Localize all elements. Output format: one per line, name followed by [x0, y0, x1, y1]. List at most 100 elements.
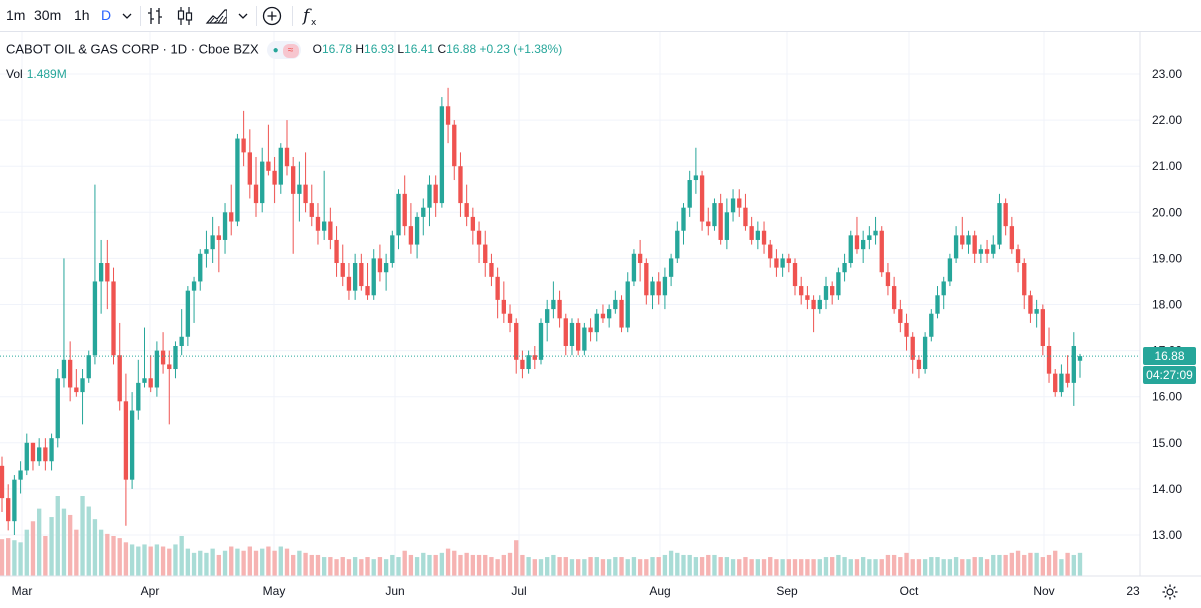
bar-countdown-label: 04:27:09	[1143, 366, 1196, 385]
candle-body	[49, 438, 54, 462]
candle-body	[489, 263, 494, 277]
candle-body	[185, 290, 191, 337]
area-chart-icon[interactable]	[205, 5, 227, 27]
volume-bar	[421, 552, 426, 576]
gear-icon[interactable]	[1161, 583, 1179, 601]
volume-bar	[743, 557, 748, 576]
candle-body	[916, 359, 922, 370]
volume-bar	[625, 559, 630, 576]
candle-body	[315, 216, 321, 231]
volume-bar	[185, 548, 191, 576]
candlestick-series	[0, 87, 1083, 535]
volume-bar	[1003, 554, 1008, 576]
volume-bar	[972, 557, 977, 576]
volume-bar	[198, 550, 203, 576]
candle-body	[997, 203, 1002, 245]
volume-bar	[644, 559, 649, 576]
volume-bar	[600, 559, 606, 576]
candle-body	[352, 263, 358, 291]
volume-bar	[210, 548, 215, 576]
volume-bar	[799, 559, 804, 576]
volume-value: 1.489M	[26, 67, 67, 81]
interval-d[interactable]: D	[101, 7, 112, 23]
candle-body	[229, 212, 234, 222]
candle-body	[588, 327, 593, 333]
candle-body	[43, 447, 48, 462]
candle-body	[625, 281, 630, 328]
fx-icon[interactable]: f x	[300, 5, 322, 27]
candle-body	[805, 295, 810, 300]
svg-text:f: f	[301, 6, 312, 26]
candle-body	[235, 138, 240, 222]
candlestick-icon[interactable]	[174, 5, 196, 27]
candle-body	[576, 322, 581, 351]
volume-bar	[74, 529, 79, 576]
candle-body	[247, 152, 252, 185]
add-indicator-icon[interactable]	[261, 5, 283, 27]
volume-bar	[910, 559, 915, 576]
volume-bar	[222, 550, 228, 576]
volume-bar	[501, 554, 506, 576]
candle-body	[972, 235, 977, 254]
volume-bar	[532, 559, 537, 576]
interval-1m[interactable]: 1m	[6, 7, 26, 23]
bar-chart-icon[interactable]	[145, 5, 167, 27]
interval-1h[interactable]: 1h	[74, 7, 90, 23]
volume-bar	[154, 544, 160, 576]
volume-bar	[160, 546, 166, 576]
volume-bar	[483, 554, 488, 576]
candle-body	[98, 263, 104, 282]
market-status-pill[interactable]: ● ≈	[266, 41, 301, 59]
interval-30m[interactable]: 30m	[34, 7, 62, 23]
volume-bar	[396, 557, 401, 576]
symbol-title[interactable]: CABOT OIL & GAS CORP · 1D · Cboe BZX	[6, 41, 259, 57]
candle-body	[600, 313, 606, 319]
candle-body	[1015, 249, 1021, 264]
volume-bar	[18, 542, 23, 576]
volume-bar	[489, 557, 494, 576]
candle-body	[991, 244, 996, 254]
price-chart[interactable]: 13.0014.0015.0016.0017.0018.0019.0020.00…	[0, 32, 1201, 608]
candle-body	[668, 258, 674, 277]
volume-bar	[346, 559, 352, 576]
volume-bar	[92, 519, 98, 576]
volume-bar	[328, 557, 333, 576]
candle-body	[786, 258, 791, 264]
candle-body	[359, 263, 364, 287]
volume-bar	[637, 559, 643, 576]
price-tick-label: 21.00	[1152, 159, 1182, 173]
volume-bar	[191, 552, 197, 576]
candle-body	[699, 175, 705, 222]
volume-bar	[390, 554, 395, 576]
chevron-down-icon[interactable]	[117, 6, 139, 28]
candle-body	[706, 221, 711, 227]
volume-bar	[123, 542, 129, 576]
candle-body	[526, 355, 531, 370]
volume-bar	[179, 536, 184, 576]
candle-body	[978, 249, 984, 254]
volume-bar	[67, 514, 73, 576]
candle-body	[860, 239, 866, 250]
volume-bar	[991, 554, 996, 576]
volume-bar	[526, 557, 531, 576]
candle-body	[179, 336, 184, 346]
candle-body	[210, 235, 215, 250]
chevron-down-icon[interactable]	[233, 6, 255, 28]
volume-bar	[693, 557, 699, 576]
volume-bar	[445, 548, 451, 576]
candle-body	[1034, 309, 1039, 314]
toolbar-divider	[140, 6, 141, 26]
volume-bar	[105, 533, 110, 576]
volume-bar	[272, 550, 277, 576]
candle-body	[80, 378, 85, 393]
candle-body	[613, 299, 618, 310]
candle-body	[898, 309, 903, 323]
candle-body	[873, 230, 878, 236]
candle-body	[569, 322, 575, 346]
volume-bar	[724, 557, 730, 576]
candle-body	[761, 230, 767, 245]
volume-bar	[538, 559, 544, 576]
candle-body	[749, 226, 754, 240]
candle-body	[74, 387, 79, 393]
candle-body	[452, 124, 457, 167]
